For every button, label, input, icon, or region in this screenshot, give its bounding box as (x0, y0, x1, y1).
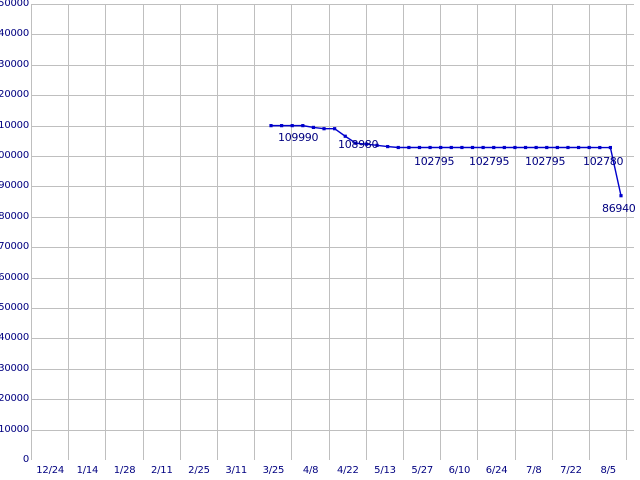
y-axis-tick-label: 150000 (0, 0, 29, 9)
series-marker (449, 145, 453, 150)
series-marker (587, 145, 591, 150)
data-point-value-label: 109990 (278, 131, 319, 144)
series-marker (513, 145, 517, 150)
series-marker (354, 141, 358, 145)
series-marker (598, 145, 602, 150)
series-marker (619, 194, 623, 198)
x-axis-tick-label: 5/13 (374, 465, 396, 476)
series-marker (608, 145, 612, 150)
x-axis-tick-label: 7/8 (526, 465, 542, 476)
x-axis-tick-label: 3/25 (262, 465, 285, 476)
series-marker (545, 145, 549, 150)
y-axis-tick-label: 50000 (0, 302, 29, 313)
series-marker (481, 145, 485, 150)
series-marker (555, 145, 559, 150)
data-point-value-label: 102795 (414, 155, 455, 168)
x-axis-tick-label: 2/11 (150, 465, 173, 476)
y-axis-tick-label: 0 (22, 454, 29, 465)
series-marker (333, 127, 337, 131)
x-axis-tick-label: 4/22 (336, 465, 359, 476)
y-axis: 0 10000 20000 30000 40000 50000 60000 70000 8000… (0, 0, 29, 480)
y-axis-tick-label: 70000 (0, 241, 29, 253)
series-marker (375, 143, 379, 147)
x-axis-tick-label: 4/8 (302, 465, 319, 476)
series-marker (311, 125, 316, 130)
y-axis-tick-label: 30000 (0, 362, 29, 374)
y-axis-tick-label: 120000 (0, 89, 29, 101)
x-axis-tick-label: 1/28 (113, 465, 136, 476)
data-point-value-label: 102795 (469, 155, 510, 168)
data-point-value-label: 102795 (525, 155, 566, 168)
y-axis-tick-label: 40000 (0, 332, 29, 344)
series-marker (502, 145, 506, 150)
series-marker (428, 145, 432, 150)
y-axis-tick-label: 20000 (0, 393, 29, 405)
series-marker (439, 145, 443, 150)
x-axis-tick-label: 1/14 (76, 465, 99, 476)
x-axis-tick-label: 6/10 (448, 465, 471, 476)
series-marker (269, 124, 273, 128)
series-marker (470, 145, 475, 150)
series-marker (523, 145, 528, 150)
series-marker (492, 145, 496, 150)
series-marker (566, 145, 570, 150)
y-axis-tick-label: 130000 (0, 58, 29, 70)
series-marker (576, 145, 581, 150)
x-axis-tick-label: 2/25 (188, 465, 210, 476)
series-marker (407, 145, 411, 150)
series-marker (343, 134, 347, 138)
series-marker (290, 124, 294, 128)
series-marker (460, 145, 464, 150)
series-line (271, 124, 622, 196)
y-axis-tick-label: 60000 (0, 271, 29, 283)
series-marker (396, 145, 400, 150)
plot-area (31, 4, 634, 460)
x-axis-tick-label: 6/24 (485, 465, 508, 476)
series-marker (386, 144, 390, 149)
y-axis-tick-label: 80000 (0, 210, 29, 222)
series-marker (534, 145, 538, 150)
data-point-value-label: 102780 (583, 155, 624, 168)
x-axis-tick-label: 3/11 (225, 465, 248, 476)
series-marker (280, 124, 284, 128)
data-point-value-label: 86940 (602, 202, 636, 215)
x-axis-tick-label: 8/5 (600, 465, 616, 476)
data-series-layer (269, 124, 623, 198)
data-point-value-label: 108980 (338, 138, 379, 151)
grid-lines (31, 4, 634, 460)
x-axis-tick-label: 12/24 (36, 465, 65, 476)
series-marker (364, 142, 369, 146)
x-axis-tick-label: 5/27 (411, 465, 434, 476)
series-marker (322, 127, 326, 131)
series-marker (301, 124, 305, 128)
series-marker (417, 145, 422, 150)
y-axis-tick-label: 110000 (0, 119, 29, 131)
y-axis-tick-label: 100000 (0, 150, 29, 161)
x-axis-tick-label: 7/22 (560, 465, 582, 476)
y-axis-tick-label: 90000 (0, 180, 29, 192)
y-axis-tick-label: 10000 (0, 423, 29, 435)
y-axis-tick-label: 140000 (0, 28, 29, 40)
